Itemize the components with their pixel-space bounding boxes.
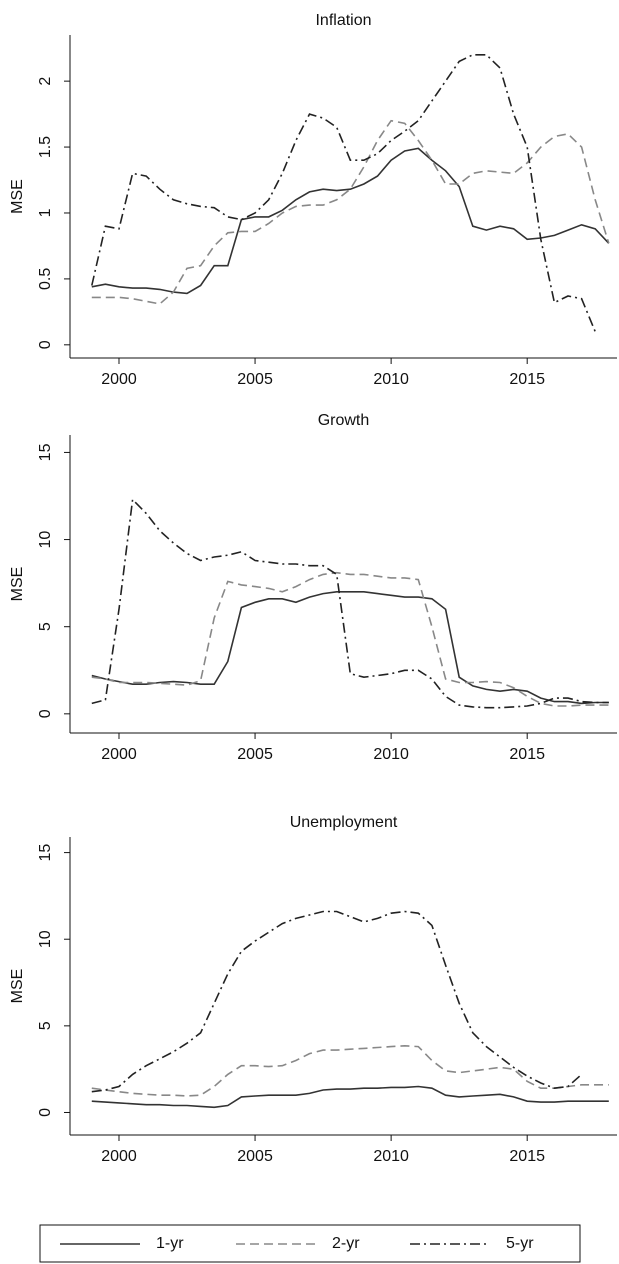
y-axis-label: MSE — [9, 969, 26, 1004]
y-tick-label: 5 — [37, 622, 54, 631]
y-tick-label: 0.5 — [37, 268, 54, 290]
x-tick-label: 2010 — [373, 1148, 409, 1165]
x-tick-label: 2015 — [509, 746, 545, 763]
series-line — [91, 591, 609, 705]
series-line — [91, 1085, 609, 1109]
x-tick-label: 2015 — [509, 371, 545, 388]
y-axis-label: MSE — [9, 179, 26, 214]
legend-label: 1-yr — [156, 1235, 184, 1252]
series-line — [91, 147, 610, 295]
series-line — [91, 54, 596, 332]
y-tick-label: 2 — [37, 77, 54, 86]
series-line — [91, 571, 609, 707]
series-line — [91, 497, 609, 709]
y-tick-label: 10 — [37, 930, 54, 948]
x-tick-label: 2000 — [101, 371, 137, 388]
x-tick-label: 2005 — [237, 371, 273, 388]
y-tick-label: 0 — [37, 1108, 54, 1117]
x-tick-label: 2005 — [237, 746, 273, 763]
y-tick-label: 15 — [37, 443, 54, 461]
x-tick-label: 2000 — [101, 746, 137, 763]
x-tick-label: 2005 — [237, 1148, 273, 1165]
y-axis-label: MSE — [9, 567, 26, 602]
panel-title: Unemployment — [290, 814, 398, 831]
y-tick-label: 1 — [37, 208, 54, 217]
series-line — [91, 1044, 609, 1097]
y-tick-label: 0 — [37, 340, 54, 349]
legend-box — [39, 1224, 581, 1263]
legend-label: 2-yr — [332, 1235, 360, 1252]
x-tick-label: 2015 — [509, 1148, 545, 1165]
panel-title: Growth — [318, 412, 370, 429]
y-tick-label: 5 — [37, 1021, 54, 1030]
x-tick-label: 2010 — [373, 371, 409, 388]
legend-label: 5-yr — [506, 1235, 534, 1252]
x-tick-label: 2000 — [101, 1148, 137, 1165]
series-line — [91, 910, 583, 1093]
panel-title: Inflation — [315, 12, 371, 29]
y-tick-label: 10 — [37, 531, 54, 549]
x-tick-label: 2010 — [373, 746, 409, 763]
y-tick-label: 1.5 — [37, 136, 54, 158]
y-tick-label: 0 — [37, 709, 54, 718]
y-tick-label: 15 — [37, 844, 54, 862]
series-line — [91, 119, 610, 305]
